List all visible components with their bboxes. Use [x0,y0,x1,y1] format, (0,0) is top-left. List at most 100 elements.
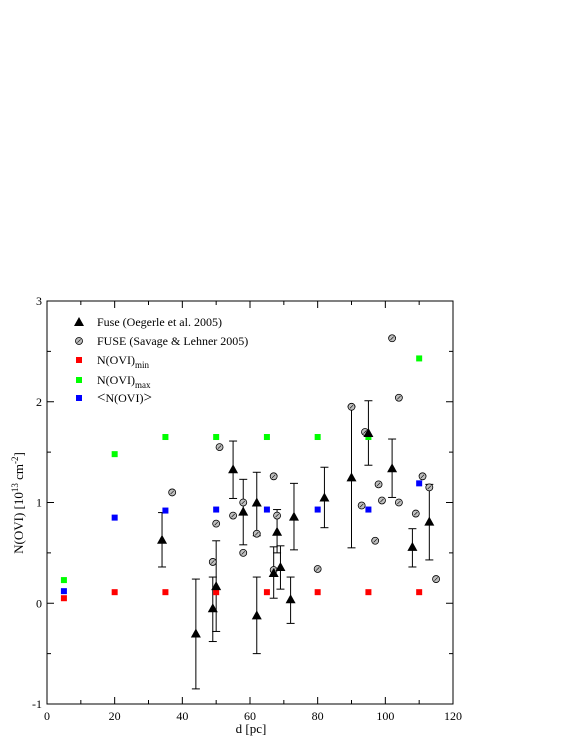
x-tick-label: 0 [44,709,50,723]
legend-navg-close-bracket: > [143,390,151,406]
oegerle-point [211,581,222,591]
nmin-point [60,595,67,602]
savage-point [252,529,261,538]
y-axis-label: N(OVI) [1013 cm-2] [10,452,26,554]
savage-point [378,496,386,505]
savage-point [212,519,221,528]
legend-nmax-marker [76,377,82,383]
circle-marker-hatch [363,430,367,434]
oegerle-point [363,427,374,437]
navg-point [162,507,169,514]
circle-marker-hatch [413,511,418,516]
oegerle-point [207,603,218,613]
nmax-point [162,434,169,441]
navg-point [111,514,118,521]
x-tick-label: 40 [176,709,188,723]
circle-marker-hatch [390,336,394,341]
savage-point [273,511,281,520]
navg-point [263,506,270,513]
legend-oegerle-marker [74,317,84,326]
x-tick-label: 60 [244,709,256,723]
error-bars [158,400,434,690]
circle-marker-hatch [380,498,384,503]
x-tick-label: 80 [312,709,324,723]
circle-marker-hatch [427,485,432,490]
circle-marker-hatch [434,577,438,581]
oegerle-point [288,511,299,521]
navg-point [416,480,423,487]
savage-point [411,509,420,518]
circle-marker-hatch [241,551,246,555]
savage-point [168,488,177,497]
nmin-point [263,589,270,596]
nmax-point [314,434,321,441]
y-axis-label-close: ] [11,452,26,456]
savage-point [371,536,380,545]
savage-point [313,565,322,573]
savage-point [208,558,217,566]
nmin-point [213,589,220,596]
savage-point [394,393,403,402]
data-points [60,334,440,638]
oegerle-point [238,506,249,516]
circle-marker-hatch [275,513,279,518]
circle-marker-hatch [210,560,215,564]
y-axis-label-exponent: 13 [10,483,20,493]
savage-point [239,548,248,557]
circle-marker-hatch [376,482,381,487]
nmax-point [111,451,118,458]
y-tick-label: 0 [36,596,42,610]
y-tick-label: 2 [36,395,42,409]
oegerle-point [346,472,357,482]
oegerle-point [424,516,435,526]
x-tick-label: 100 [376,709,394,723]
legend-navg-marker [76,395,82,401]
savage-point [418,472,427,481]
legend: Fuse (Oegerle et al. 2005) FUSE (Savage &… [74,315,248,406]
circle-marker-hatch [420,474,425,479]
navg-point [314,506,321,513]
oegerle-point [272,526,283,536]
nmin-point [111,589,118,596]
legend-navg-label: <N(OVI)> [97,390,152,406]
navg-point [213,506,220,513]
savage-point [432,575,440,583]
circle-marker-hatch [241,500,246,505]
x-tick-label: 20 [109,709,121,723]
circle-marker-hatch [359,503,364,508]
savage-point [215,443,224,451]
nmax-point [416,355,423,362]
savage-point [229,511,237,520]
navg-point [60,588,67,595]
legend-navg-name: N(OVI) [105,391,143,405]
navg-point [365,506,372,513]
circle-marker-hatch [217,445,222,449]
oegerle-point [190,628,201,638]
nmin-point [314,589,321,596]
nmin-point [162,589,169,596]
circle-marker-hatch [373,538,377,543]
y-tick-label: -1 [32,697,42,711]
circle-marker-hatch [214,521,218,526]
nmax-point [365,434,372,441]
savage-point [374,480,383,489]
legend-navg-open-bracket: < [97,390,105,406]
y-axis-label-main: N(OVI) [10 [11,492,26,554]
x-axis-label: d [pc] [236,721,267,736]
circle-marker-hatch [231,513,235,518]
savage-point [357,501,366,510]
oegerle-point [251,497,262,507]
legend-nmax-label: N(OVI)max [97,373,151,390]
oegerle-point [157,534,168,544]
oegerle-point [228,464,239,474]
circle-marker-hatch [349,404,354,409]
savage-point [388,334,397,343]
nmin-point [416,589,423,596]
legend-savage-marker [75,337,83,345]
circle-marker-hatch [170,490,174,495]
circle-marker-hatch [271,474,276,479]
legend-savage-label: FUSE (Savage & Lehner 2005) [97,334,248,348]
savage-point [269,472,278,481]
legend-nmin-label: N(OVI)min [97,353,150,370]
